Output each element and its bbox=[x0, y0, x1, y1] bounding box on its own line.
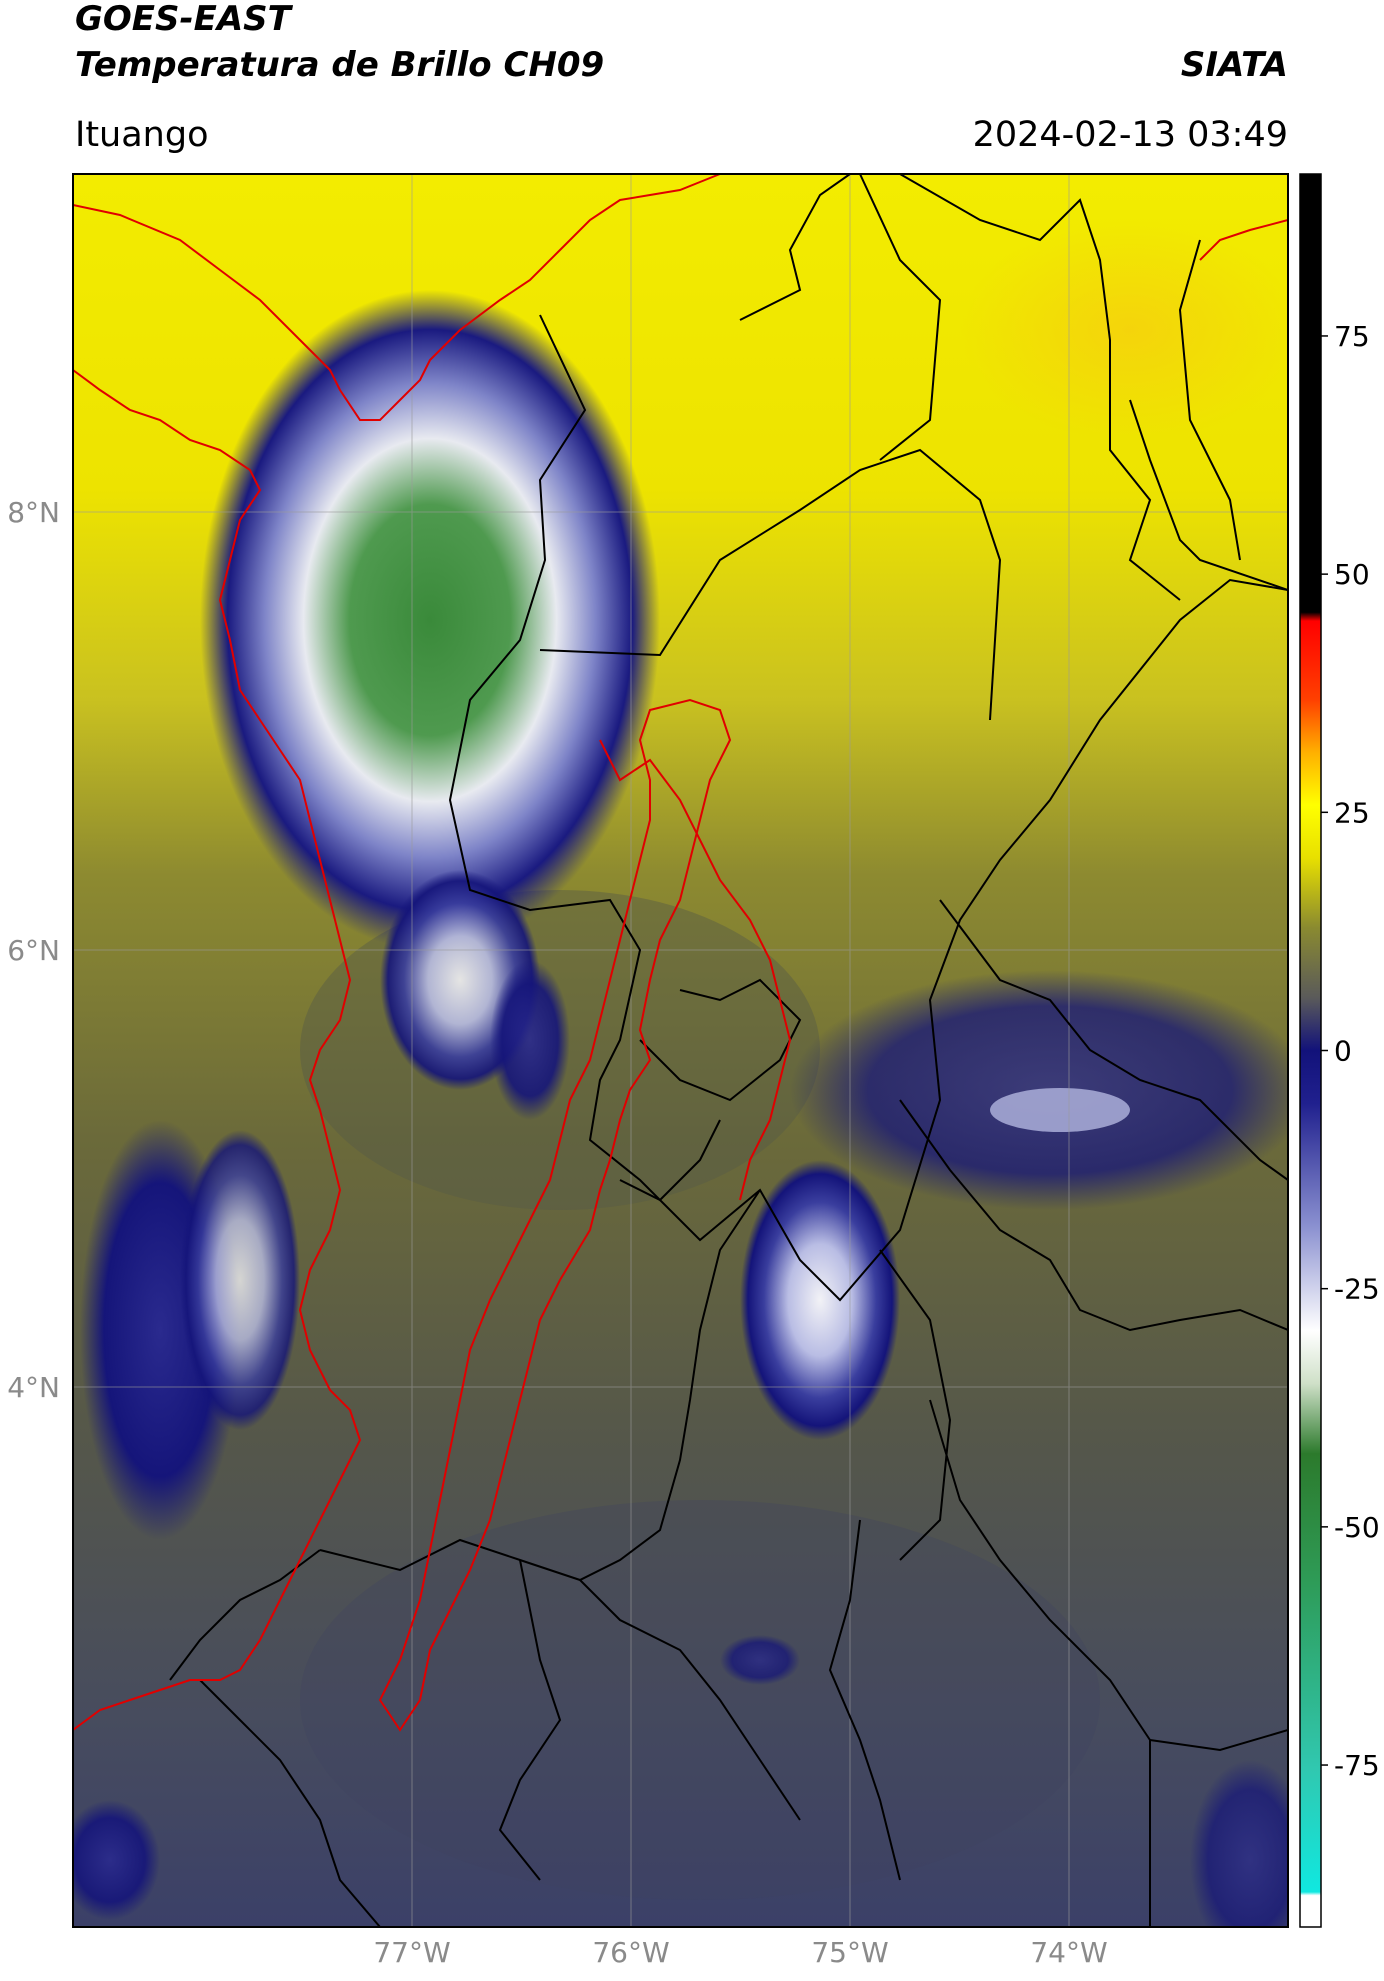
product-title: Temperatura de Brillo CH09 bbox=[75, 45, 605, 85]
location-label: Ituango bbox=[75, 115, 209, 155]
colorbar-ticks: 75 50 25 0 -25 -50 -75 bbox=[1321, 320, 1380, 1782]
map-frame bbox=[72, 173, 1289, 1928]
lon-label-77w: 77°W bbox=[373, 1936, 450, 1969]
colorbar-tick-label: -50 bbox=[1334, 1511, 1380, 1544]
colorbar-tick-label: 25 bbox=[1334, 796, 1370, 829]
longitude-tick-labels: 77°W 76°W 75°W 74°W bbox=[373, 1936, 1107, 1969]
colorbar-tick-label: 75 bbox=[1334, 320, 1370, 353]
satellite-title: GOES-EAST bbox=[75, 0, 291, 39]
lon-label-76w: 76°W bbox=[592, 1936, 669, 1969]
department-boundaries bbox=[169, 174, 1288, 1927]
lat-label-8n: 8°N bbox=[7, 496, 60, 529]
lon-label-75w: 75°W bbox=[811, 1936, 888, 1969]
grid-lines bbox=[73, 174, 1288, 1927]
organization-label: SIATA bbox=[1180, 45, 1288, 85]
latitude-tick-labels: 8°N 6°N 4°N bbox=[7, 496, 60, 1404]
lon-label-74w: 74°W bbox=[1030, 1936, 1107, 1969]
lat-label-4n: 4°N bbox=[7, 1371, 60, 1404]
lat-label-6n: 6°N bbox=[7, 934, 60, 967]
satellite-image-layer bbox=[73, 174, 1288, 1927]
colorbar-tick-label: 50 bbox=[1334, 558, 1370, 591]
colorbar: 75 50 25 0 -25 -50 -75 bbox=[1299, 173, 1380, 1928]
datetime-label: 2024-02-13 03:49 bbox=[972, 115, 1288, 155]
colorbar-tick-label: -25 bbox=[1334, 1273, 1380, 1306]
colorbar-tick-label: 0 bbox=[1334, 1035, 1352, 1068]
colorbar-tick-label: -75 bbox=[1334, 1749, 1380, 1782]
colorbar-scale bbox=[1299, 173, 1322, 1928]
coastline-red bbox=[73, 174, 1288, 1732]
